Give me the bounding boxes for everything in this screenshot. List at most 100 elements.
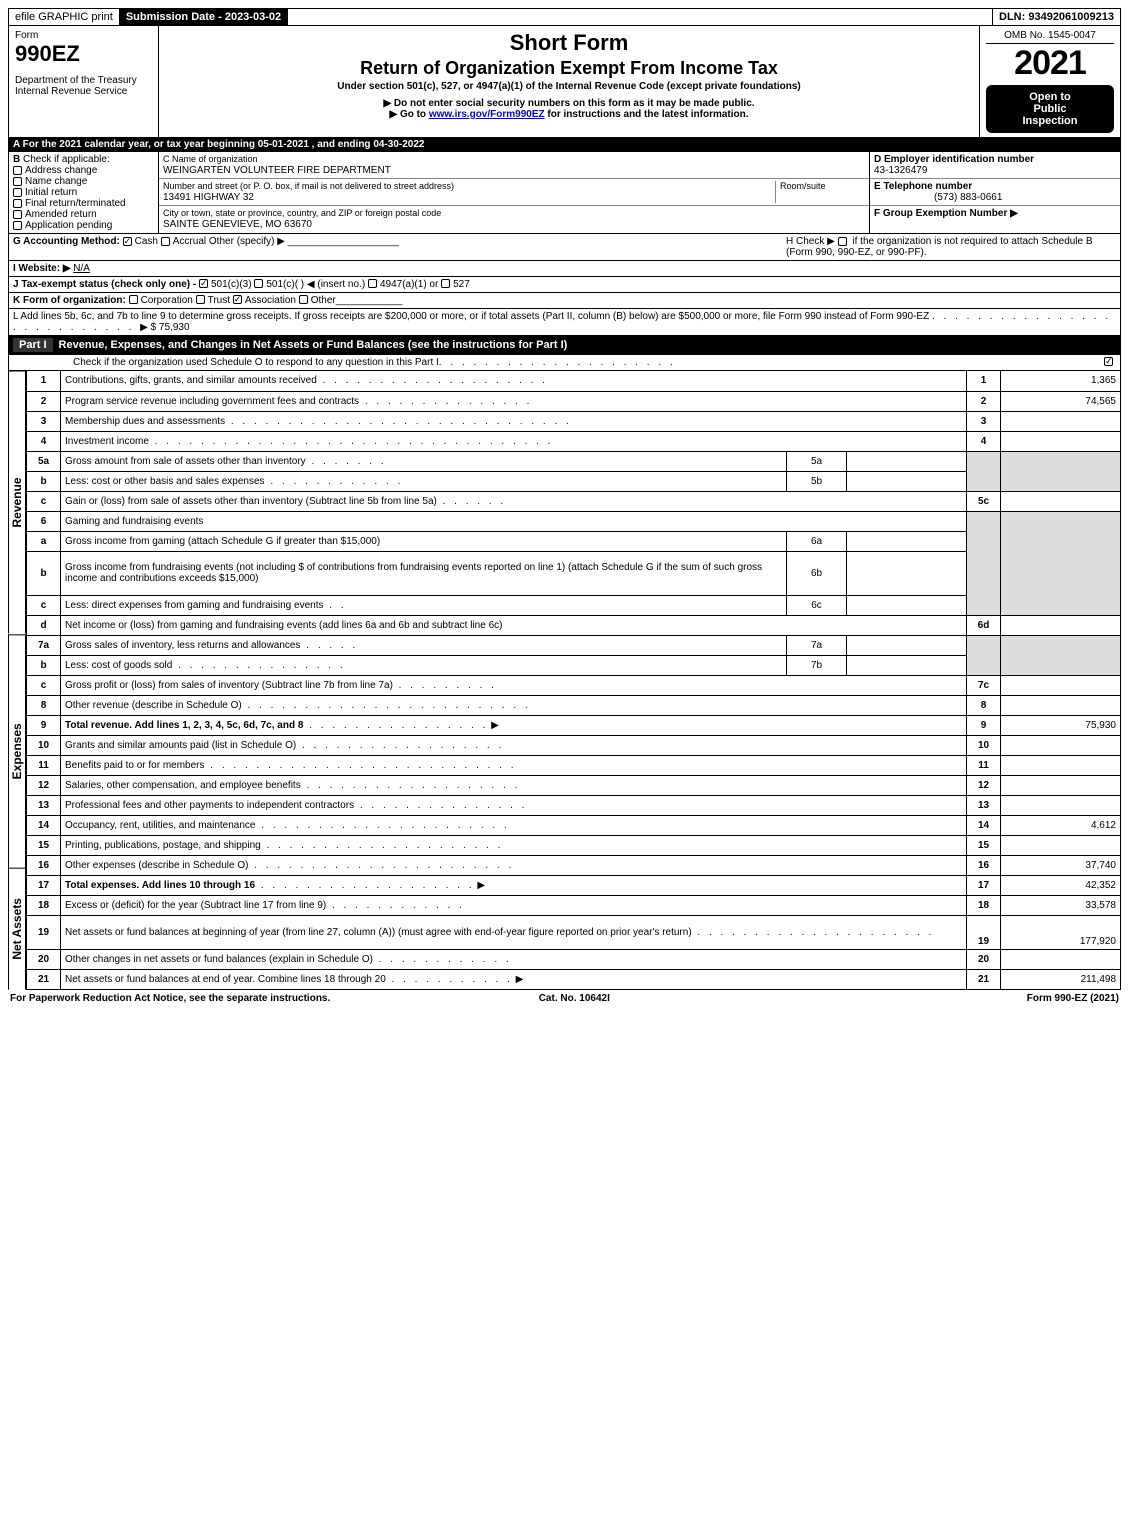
f-label: F Group Exemption Number ▶ (874, 208, 1018, 219)
line-6c-sub: 6c (787, 595, 847, 615)
inspect-2: Public (1033, 103, 1066, 115)
side-revenue: Revenue (8, 371, 26, 634)
form-number: 990EZ (15, 41, 152, 67)
check-corp[interactable] (129, 295, 138, 304)
line-7a-sub: 7a (787, 635, 847, 655)
side-expenses: Expenses (8, 634, 26, 868)
line-7a-desc: Gross sales of inventory, less returns a… (65, 640, 300, 651)
line-5b-sub: 5b (787, 471, 847, 491)
goto-pre: ▶ Go to (389, 109, 428, 120)
check-final-return[interactable] (13, 199, 22, 208)
check-501c3[interactable] (199, 279, 208, 288)
e-label: E Telephone number (874, 181, 972, 192)
phone-value: (573) 883-0661 (874, 192, 1002, 203)
opt-final-return: Final return/terminated (25, 198, 126, 209)
check-other-org[interactable] (299, 295, 308, 304)
dept-treasury: Department of the Treasury (15, 75, 152, 86)
line-1-amt: 1,365 (1001, 371, 1121, 391)
col-c: C Name of organization WEINGARTEN VOLUNT… (159, 152, 870, 233)
part1-title: Revenue, Expenses, and Changes in Net As… (59, 339, 568, 351)
line-4-amt (1001, 431, 1121, 451)
irs-link[interactable]: www.irs.gov/Form990EZ (429, 109, 545, 120)
opt-corporation: Corporation (141, 295, 193, 306)
part1-note-text: Check if the organization used Schedule … (13, 357, 439, 368)
row-i: I Website: ▶ N/A (8, 261, 1121, 277)
line-17-desc: Total expenses. Add lines 10 through 16 (65, 880, 255, 891)
check-name-change[interactable] (13, 177, 22, 186)
title-short-form: Short Form (165, 30, 973, 56)
line-14-desc: Occupancy, rent, utilities, and maintena… (65, 820, 255, 831)
line-6d-amt (1001, 615, 1121, 635)
line-11-desc: Benefits paid to or for members (65, 760, 205, 771)
line-15-desc: Printing, publications, postage, and shi… (65, 840, 261, 851)
opt-amended-return: Amended return (25, 209, 97, 220)
l-amount: ▶ $ 75,930 (140, 322, 189, 333)
b-letter: B (13, 154, 20, 165)
submission-date: Submission Date - 2023-03-02 (120, 9, 288, 25)
line-16-amt: 37,740 (1001, 855, 1121, 875)
col-b: B Check if applicable: Address change Na… (9, 152, 159, 233)
check-schedule-o[interactable] (1104, 357, 1113, 366)
check-amended-return[interactable] (13, 210, 22, 219)
page-footer: For Paperwork Reduction Act Notice, see … (8, 990, 1121, 1007)
check-schedule-b[interactable] (838, 237, 847, 246)
form-header: Form 990EZ Department of the Treasury In… (8, 26, 1121, 138)
opt-501c: 501(c)( ) ◀ (insert no.) (266, 279, 365, 290)
part1-dots: . . . . . . . . . . . . . . . . . . . . … (439, 357, 1104, 368)
part1-body: Revenue Expenses Net Assets 1Contributio… (8, 371, 1121, 990)
opt-4947: 4947(a)(1) or (380, 279, 438, 290)
line-7c-desc: Gross profit or (loss) from sales of inv… (65, 680, 393, 691)
line-8-desc: Other revenue (describe in Schedule O) (65, 700, 242, 711)
line-6a-sub: 6a (787, 531, 847, 551)
check-address-change[interactable] (13, 166, 22, 175)
check-trust[interactable] (196, 295, 205, 304)
line-7b-sub: 7b (787, 655, 847, 675)
check-assoc[interactable] (233, 295, 242, 304)
line-4-desc: Investment income (65, 436, 149, 447)
check-cash[interactable] (123, 237, 132, 246)
goto-post: for instructions and the latest informat… (545, 109, 749, 120)
opt-accrual: Accrual (173, 236, 206, 247)
line-13-desc: Professional fees and other payments to … (65, 800, 354, 811)
instruction-ssn: ▶ Do not enter social security numbers o… (165, 98, 973, 109)
check-initial-return[interactable] (13, 188, 22, 197)
line-8-amt (1001, 695, 1121, 715)
c-room-label: Room/suite (780, 181, 826, 191)
check-accrual[interactable] (161, 237, 170, 246)
footer-catno: Cat. No. 10642I (539, 993, 610, 1004)
lines-table: 1Contributions, gifts, grants, and simil… (26, 371, 1121, 990)
omb-number: OMB No. 1545-0047 (986, 30, 1114, 44)
opt-501c3: 501(c)(3) (211, 279, 252, 290)
check-4947[interactable] (368, 279, 377, 288)
open-inspection: Open to Public Inspection (986, 85, 1114, 133)
line-19-desc: Net assets or fund balances at beginning… (65, 927, 692, 938)
part1-tag: Part I (13, 338, 53, 352)
ein-value: 43-1326479 (874, 165, 927, 176)
part1-check-note: Check if the organization used Schedule … (8, 355, 1121, 371)
line-21-desc: Net assets or fund balances at end of ye… (65, 974, 386, 985)
line-17-amt: 42,352 (1001, 875, 1121, 895)
c-city-label: City or town, state or province, country… (163, 208, 441, 218)
opt-527: 527 (453, 279, 470, 290)
opt-application-pending: Application pending (25, 220, 112, 231)
line-18-amt: 33,578 (1001, 895, 1121, 915)
check-application-pending[interactable] (13, 221, 22, 230)
line-6d-desc: Net income or (loss) from gaming and fun… (61, 615, 967, 635)
title-return: Return of Organization Exempt From Incom… (165, 58, 973, 79)
row-j: J Tax-exempt status (check only one) - 5… (8, 277, 1121, 293)
footer-formref: Form 990-EZ (2021) (1027, 993, 1119, 1004)
h-check-label: H Check ▶ (786, 236, 835, 247)
opt-initial-return: Initial return (25, 187, 77, 198)
line-14-amt: 4,612 (1001, 815, 1121, 835)
check-501c[interactable] (254, 279, 263, 288)
header-center: Short Form Return of Organization Exempt… (159, 26, 980, 137)
h-block: H Check ▶ if the organization is not req… (786, 236, 1116, 258)
line-20-amt (1001, 949, 1121, 969)
j-label: J Tax-exempt status (check only one) - (13, 279, 196, 290)
line-16-desc: Other expenses (describe in Schedule O) (65, 860, 248, 871)
line-3-amt (1001, 411, 1121, 431)
l-text: L Add lines 5b, 6c, and 7b to line 9 to … (13, 311, 929, 322)
side-net-assets: Net Assets (8, 868, 26, 990)
check-527[interactable] (441, 279, 450, 288)
opt-other: Other (311, 295, 336, 306)
